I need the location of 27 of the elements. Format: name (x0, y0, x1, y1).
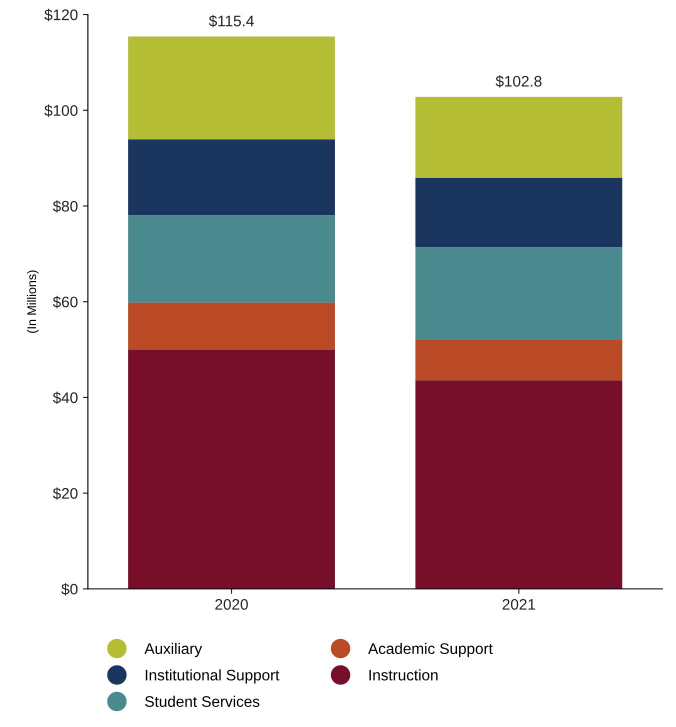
bar (128, 302, 335, 350)
legend-label: Academic Support (368, 642, 493, 658)
legend-label: Institutional Support (146, 669, 280, 684)
bar (415, 247, 622, 340)
bar (415, 380, 622, 589)
bar (128, 350, 335, 589)
bar (128, 139, 335, 216)
y-axis-title: (In Millions) (26, 270, 39, 333)
legend-label: Instruction (369, 669, 438, 681)
bar (128, 215, 335, 303)
y-tick-label: $0 (61, 583, 78, 596)
bar (415, 178, 622, 248)
y-tick-label: $40 (52, 392, 78, 404)
y-tick-label: $120 (44, 8, 78, 22)
y-tick-label: $60 (52, 296, 78, 308)
legend-label: Student Services (145, 696, 260, 707)
bar (415, 340, 622, 380)
bar (128, 36, 335, 140)
total-label: $102.8 (496, 75, 542, 88)
legend-label: Auxiliary (144, 642, 202, 658)
y-tick-label: $100 (44, 104, 78, 117)
x-tick-label: 2020 (215, 598, 248, 610)
x-tick-label: 2021 (502, 598, 536, 610)
total-label: $115.4 (208, 14, 254, 28)
y-tick-label: $80 (52, 200, 78, 213)
y-tick-label: $20 (52, 487, 78, 500)
bar (415, 96, 622, 178)
